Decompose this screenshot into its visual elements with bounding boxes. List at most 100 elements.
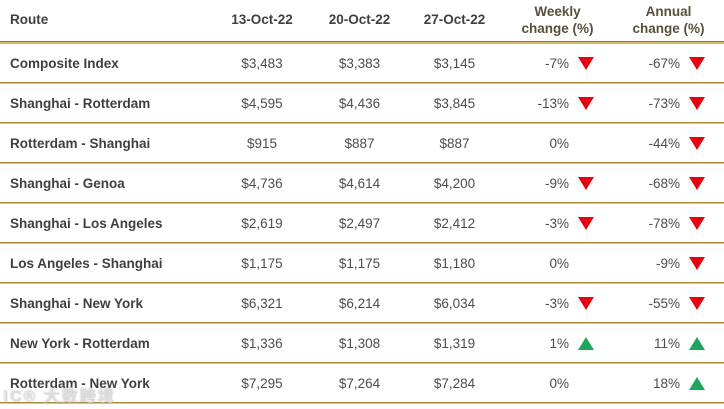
row-divider [0,402,724,404]
price-27-oct: $1,319 [433,335,476,351]
price-27-oct: $7,284 [433,375,476,391]
annual-trend-slot [689,296,705,310]
price-20-oct: $6,214 [338,295,381,311]
weekly-change-cell: -9% [502,176,613,191]
weekly-change-value: 0% [549,255,569,271]
annual-trend-slot [689,56,705,70]
weekly-change-cell: -13% [502,96,613,111]
column-header-13-oct-22: 13-Oct-22 [231,12,293,28]
price-27-oct: $6,034 [433,295,476,311]
weekly-change-value: -3% [544,295,569,311]
annual-change-value: -67% [648,55,680,71]
annual-change-value: -55% [648,295,680,311]
table-row: Shanghai - Genoa $4,736 $4,614 $4,200 -9… [0,164,724,202]
annual-trend-slot [689,336,705,350]
annual-change-cell: -67% [613,56,724,71]
up-triangle-icon [689,376,705,390]
column-header-weekly-change: Weekly change (%) [521,3,594,36]
column-header-route: Route [10,12,49,28]
route-name: Composite Index [10,55,119,71]
table-row: Shanghai - Rotterdam $4,595 $4,436 $3,84… [0,84,724,122]
weekly-change-value: 0% [549,375,569,391]
table-row: Rotterdam - New York $7,295 $7,264 $7,28… [0,364,724,402]
row-divider [0,202,724,204]
price-27-oct: $3,845 [433,95,476,111]
annual-trend-slot [689,136,705,150]
price-20-oct: $7,264 [338,375,381,391]
annual-trend-slot [689,216,705,230]
table-row: Los Angeles - Shanghai $1,175 $1,175 $1,… [0,244,724,282]
column-header-27-oct-22: 27-Oct-22 [423,12,486,28]
down-triangle-icon [689,176,705,190]
down-triangle-icon [689,96,705,110]
annual-change-cell: -55% [613,296,724,311]
row-divider [0,122,724,124]
down-triangle-icon [578,176,594,190]
row-divider [0,242,724,244]
up-triangle-icon [689,336,705,350]
price-13-oct: $6,321 [241,295,283,311]
weekly-change-cell: 0% [502,376,613,391]
annual-change-value: -44% [648,135,680,151]
down-triangle-icon [689,296,705,310]
price-27-oct: $2,412 [433,215,476,231]
price-20-oct: $2,497 [338,215,381,231]
weekly-trend-slot [578,216,594,230]
annual-change-cell: -78% [613,216,724,231]
weekly-trend-slot [578,377,594,390]
price-20-oct: $3,383 [338,55,381,71]
annual-change-cell: 11% [613,336,724,351]
route-name: Shanghai - New York [10,295,144,311]
price-13-oct: $4,595 [241,95,283,111]
annual-change-cell: -73% [613,96,724,111]
route-name: New York - Rotterdam [10,335,150,351]
weekly-change-value: 0% [549,135,569,151]
table-row: Composite Index $3,483 $3,383 $3,145 -7%… [0,44,724,82]
annual-trend-slot [689,96,705,110]
annual-change-cell: -9% [613,256,724,271]
route-name: Shanghai - Los Angeles [10,215,163,231]
annual-trend-slot [689,256,705,270]
price-13-oct: $2,619 [241,215,283,231]
price-20-oct: $4,614 [338,175,381,191]
price-20-oct: $1,308 [338,335,381,351]
route-name: Shanghai - Rotterdam [10,95,151,111]
weekly-trend-slot [578,96,594,110]
price-13-oct: $1,336 [241,335,283,351]
table-row: Shanghai - New York $6,321 $6,214 $6,034… [0,284,724,322]
weekly-trend-slot [578,56,594,70]
price-27-oct: $1,180 [433,255,476,271]
row-divider [0,362,724,364]
price-27-oct: $4,200 [433,175,476,191]
weekly-change-value: -13% [537,95,569,111]
weekly-change-value: -9% [544,175,569,191]
weekly-trend-slot [578,176,594,190]
table-row: New York - Rotterdam $1,336 $1,308 $1,31… [0,324,724,362]
weekly-change-cell: -3% [502,296,613,311]
down-triangle-icon [578,216,594,230]
annual-change-cell: 18% [613,376,724,391]
down-triangle-icon [578,296,594,310]
header-divider [0,41,724,44]
price-13-oct: $7,295 [241,375,283,391]
price-13-oct: $915 [246,135,278,151]
annual-change-value: 11% [653,335,680,351]
column-header-annual-change: Annual change (%) [632,3,705,36]
route-name: Los Angeles - Shanghai [10,255,163,271]
weekly-trend-slot [578,336,594,350]
price-20-oct: $887 [344,135,375,151]
weekly-change-value: 1% [549,335,569,351]
route-name: Rotterdam - New York [10,375,150,391]
row-divider [0,162,724,164]
weekly-change-cell: 1% [502,336,613,351]
annual-trend-slot [689,376,705,390]
annual-trend-slot [689,176,705,190]
weekly-change-value: -3% [544,215,569,231]
annual-change-cell: -44% [613,136,724,151]
weekly-change-cell: 0% [502,136,613,151]
annual-change-cell: -68% [613,176,724,191]
table-row: Rotterdam - Shanghai $915 $887 $887 0% -… [0,124,724,162]
annual-change-value: -9% [655,255,680,271]
table-row: Shanghai - Los Angeles $2,619 $2,497 $2,… [0,204,724,242]
